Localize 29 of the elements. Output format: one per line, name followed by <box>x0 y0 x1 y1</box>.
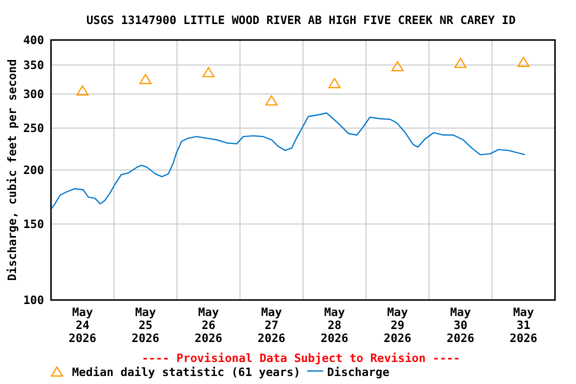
point <box>202 67 215 78</box>
text: ---- Provisional Data Subject to Revision ---- <box>142 351 460 365</box>
line-series <box>51 112 526 209</box>
point <box>76 85 89 96</box>
chart-title: USGS 13147900 LITTLE WOOD RIVER AB HIGH FIVE CREEK NR CAREY ID <box>86 13 516 27</box>
y-tick-label: 150 <box>23 216 44 231</box>
point <box>139 74 152 84</box>
legend-label: Median daily statistic (61 years) <box>72 365 300 379</box>
x-tick-label: May 25 2026 <box>132 305 160 345</box>
point <box>265 95 278 106</box>
point <box>454 58 467 68</box>
point <box>517 56 530 67</box>
y-tick-label: 300 <box>23 86 44 101</box>
legend-label: Discharge <box>327 365 390 379</box>
point <box>391 61 404 72</box>
x-tick-label: May 24 2026 <box>68 305 96 345</box>
x-tick-label: May 26 2026 <box>194 305 222 345</box>
x-tick-label: May 30 2026 <box>446 305 474 345</box>
y-tick-label: 100 <box>23 293 44 307</box>
y-tick-label: 400 <box>23 33 44 47</box>
x-tick-label: May 29 2026 <box>384 305 412 345</box>
point <box>328 78 341 88</box>
y-axis-title: Discharge, cubic feet per second <box>5 59 19 281</box>
x-tick-label: May 28 2026 <box>320 305 348 345</box>
y-tick-label: 250 <box>23 121 44 136</box>
x-tick-label: May 31 2026 <box>510 305 538 345</box>
y-tick-label: 350 <box>23 58 44 72</box>
y-tick-label: 200 <box>23 163 44 177</box>
x-tick-label: May 27 2026 <box>258 305 286 345</box>
